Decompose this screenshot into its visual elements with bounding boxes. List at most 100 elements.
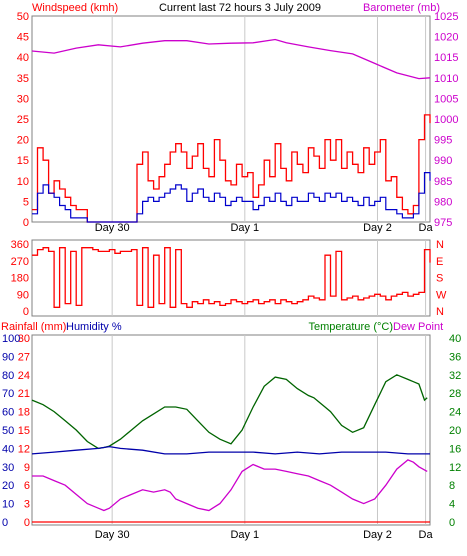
temperature-line: [31, 374, 428, 450]
windspeed-axis-title: Windspeed (kmh): [32, 2, 118, 14]
windspeed-tick-label: 25: [17, 114, 29, 126]
barometer-tick-label: 980: [434, 196, 452, 208]
windspeed-tick-label: 10: [17, 176, 29, 188]
windspeed-tick-label: 50: [17, 11, 29, 23]
barometer-tick-label: 975: [434, 217, 452, 229]
barometer-tick-label: 1015: [434, 52, 458, 64]
humidity-tick-labels: 0 10 20 30 40 50 60 70 80 90 100: [2, 333, 20, 529]
wind-x-tick-label: Day 30: [95, 222, 130, 234]
direction-compass-tick-label: S: [436, 273, 443, 285]
windspeed-tick-label: 30: [17, 93, 29, 105]
humidity-tick-label: 10: [2, 499, 14, 511]
barometer-tick-label: 1000: [434, 114, 458, 126]
barometer-tick-label: 995: [434, 135, 452, 147]
wind-panel-series: [31, 38, 431, 223]
humidity-tick-label: 60: [2, 407, 14, 419]
temperature-panel-series: [31, 374, 430, 523]
temperature-tick-label: 20: [449, 425, 461, 437]
windspeed-tick-label: 5: [23, 196, 29, 208]
rainfall-tick-label: 0: [24, 517, 30, 529]
barometer-tick-label: 985: [434, 176, 452, 188]
windspeed-tick-labels: 0 5 10 15 20 25 30 35 40 45 50: [17, 11, 29, 229]
direction-degree-tick-label: 90: [17, 289, 29, 301]
barometer-tick-label: 1020: [434, 32, 458, 44]
rainfall-tick-label: 12: [18, 443, 30, 455]
temperature-tick-label: 16: [449, 443, 461, 455]
barometer-tick-labels: 975 980 985 990 995 1000 1005 1010 1015 1020 1025: [434, 11, 458, 229]
humidity-tick-label: 30: [2, 462, 14, 474]
direction-degree-tick-label: 360: [11, 239, 29, 251]
humidity-tick-label: 90: [2, 351, 14, 363]
barometer-tick-label: 990: [434, 155, 452, 167]
temperature-tick-label: 40: [449, 333, 461, 345]
temperature-x-tick-label: Day 2: [363, 529, 392, 541]
direction-degree-tick-label: 270: [11, 256, 29, 268]
temperature-x-tick-labels: Day 30 Day 1 Day 2 Da: [95, 529, 434, 541]
windspeed-tick-label: 20: [17, 135, 29, 147]
rainfall-tick-label: 18: [18, 407, 30, 419]
temperature-x-tick-label: Day 1: [230, 529, 259, 541]
humidity-tick-label: 100: [2, 333, 20, 345]
humidity-tick-label: 70: [2, 388, 14, 400]
direction-degree-tick-labels: 0 90 180 270 360: [11, 239, 29, 318]
barometer-tick-label: 1010: [434, 73, 458, 85]
temperature-x-tick-label: Day 30: [95, 529, 130, 541]
dewpoint-axis-title: Dew Point: [393, 321, 443, 333]
humidity-tick-label: 80: [2, 370, 14, 382]
rainfall-tick-label: 30: [18, 333, 30, 345]
barometer-tick-label: 1005: [434, 93, 458, 105]
rainfall-tick-label: 9: [24, 462, 30, 474]
temperature-tick-label: 28: [449, 388, 461, 400]
chart-title: Current last 72 hours 3 July 2009: [159, 2, 321, 14]
wind_avg-line: [32, 172, 431, 223]
temperature-tick-labels: 0 4 8 12 16 20 24 28 32 36 40: [449, 333, 461, 529]
humidity-tick-label: 50: [2, 425, 14, 437]
rainfall-tick-label: 3: [24, 499, 30, 511]
direction-degree-tick-label: 180: [11, 273, 29, 285]
direction-degree-tick-label: 0: [23, 306, 29, 318]
wind-x-tick-label: Day 1: [230, 222, 259, 234]
direction-panel-frame: [31, 239, 431, 317]
windspeed-tick-label: 40: [17, 52, 29, 64]
rainfall-tick-label: 21: [18, 388, 30, 400]
dewpoint-line: [32, 459, 428, 512]
wind-x-tick-label: Day 2: [363, 222, 392, 234]
wind-x-tick-labels: Day 30 Day 1 Day 2 Da: [95, 222, 434, 234]
temperature-panel-gridlines: [111, 335, 427, 525]
temperature-tick-label: 8: [449, 480, 455, 492]
direction-compass-tick-label: E: [436, 256, 443, 268]
wind-direction-line: [32, 247, 431, 308]
temperature-x-tick-label: Da: [419, 529, 434, 541]
temperature-tick-label: 36: [449, 351, 461, 363]
rainfall-tick-label: 15: [18, 425, 30, 437]
temperature-tick-label: 0: [449, 517, 455, 529]
rainfall-tick-label: 27: [18, 351, 30, 363]
direction-compass-tick-label: W: [436, 289, 447, 301]
wind-panel-frame: [31, 15, 431, 223]
direction-compass-tick-label: N: [436, 306, 444, 318]
temperature-tick-label: 24: [449, 407, 461, 419]
barometer-axis-title: Barometer (mb): [363, 2, 440, 14]
rainfall-tick-label: 24: [18, 370, 30, 382]
rainfall-tick-label: 6: [24, 480, 30, 492]
humidity-line: [31, 445, 430, 455]
windspeed-tick-label: 0: [23, 217, 29, 229]
direction-panel-series: [32, 247, 431, 308]
wind-panel-gridlines: [111, 16, 427, 222]
windspeed-tick-label: 15: [17, 155, 29, 167]
barometer-tick-label: 1025: [434, 11, 458, 23]
temperature-panel-frame: [31, 334, 431, 526]
humidity-tick-label: 0: [2, 517, 8, 529]
direction-compass-tick-label: N: [436, 239, 444, 251]
temperature-tick-label: 4: [449, 499, 455, 511]
rainfall-axis-title: Rainfall (mm): [1, 321, 66, 333]
rainfall-tick-labels: 0 3 6 9 12 15 18 21 24 27 30: [18, 333, 30, 529]
windspeed-tick-label: 35: [17, 73, 29, 85]
humidity-tick-label: 20: [2, 480, 14, 492]
windspeed-tick-label: 45: [17, 32, 29, 44]
temperature-tick-label: 12: [449, 462, 461, 474]
humidity-tick-label: 40: [2, 443, 14, 455]
wind-x-tick-label: Da: [419, 222, 434, 234]
